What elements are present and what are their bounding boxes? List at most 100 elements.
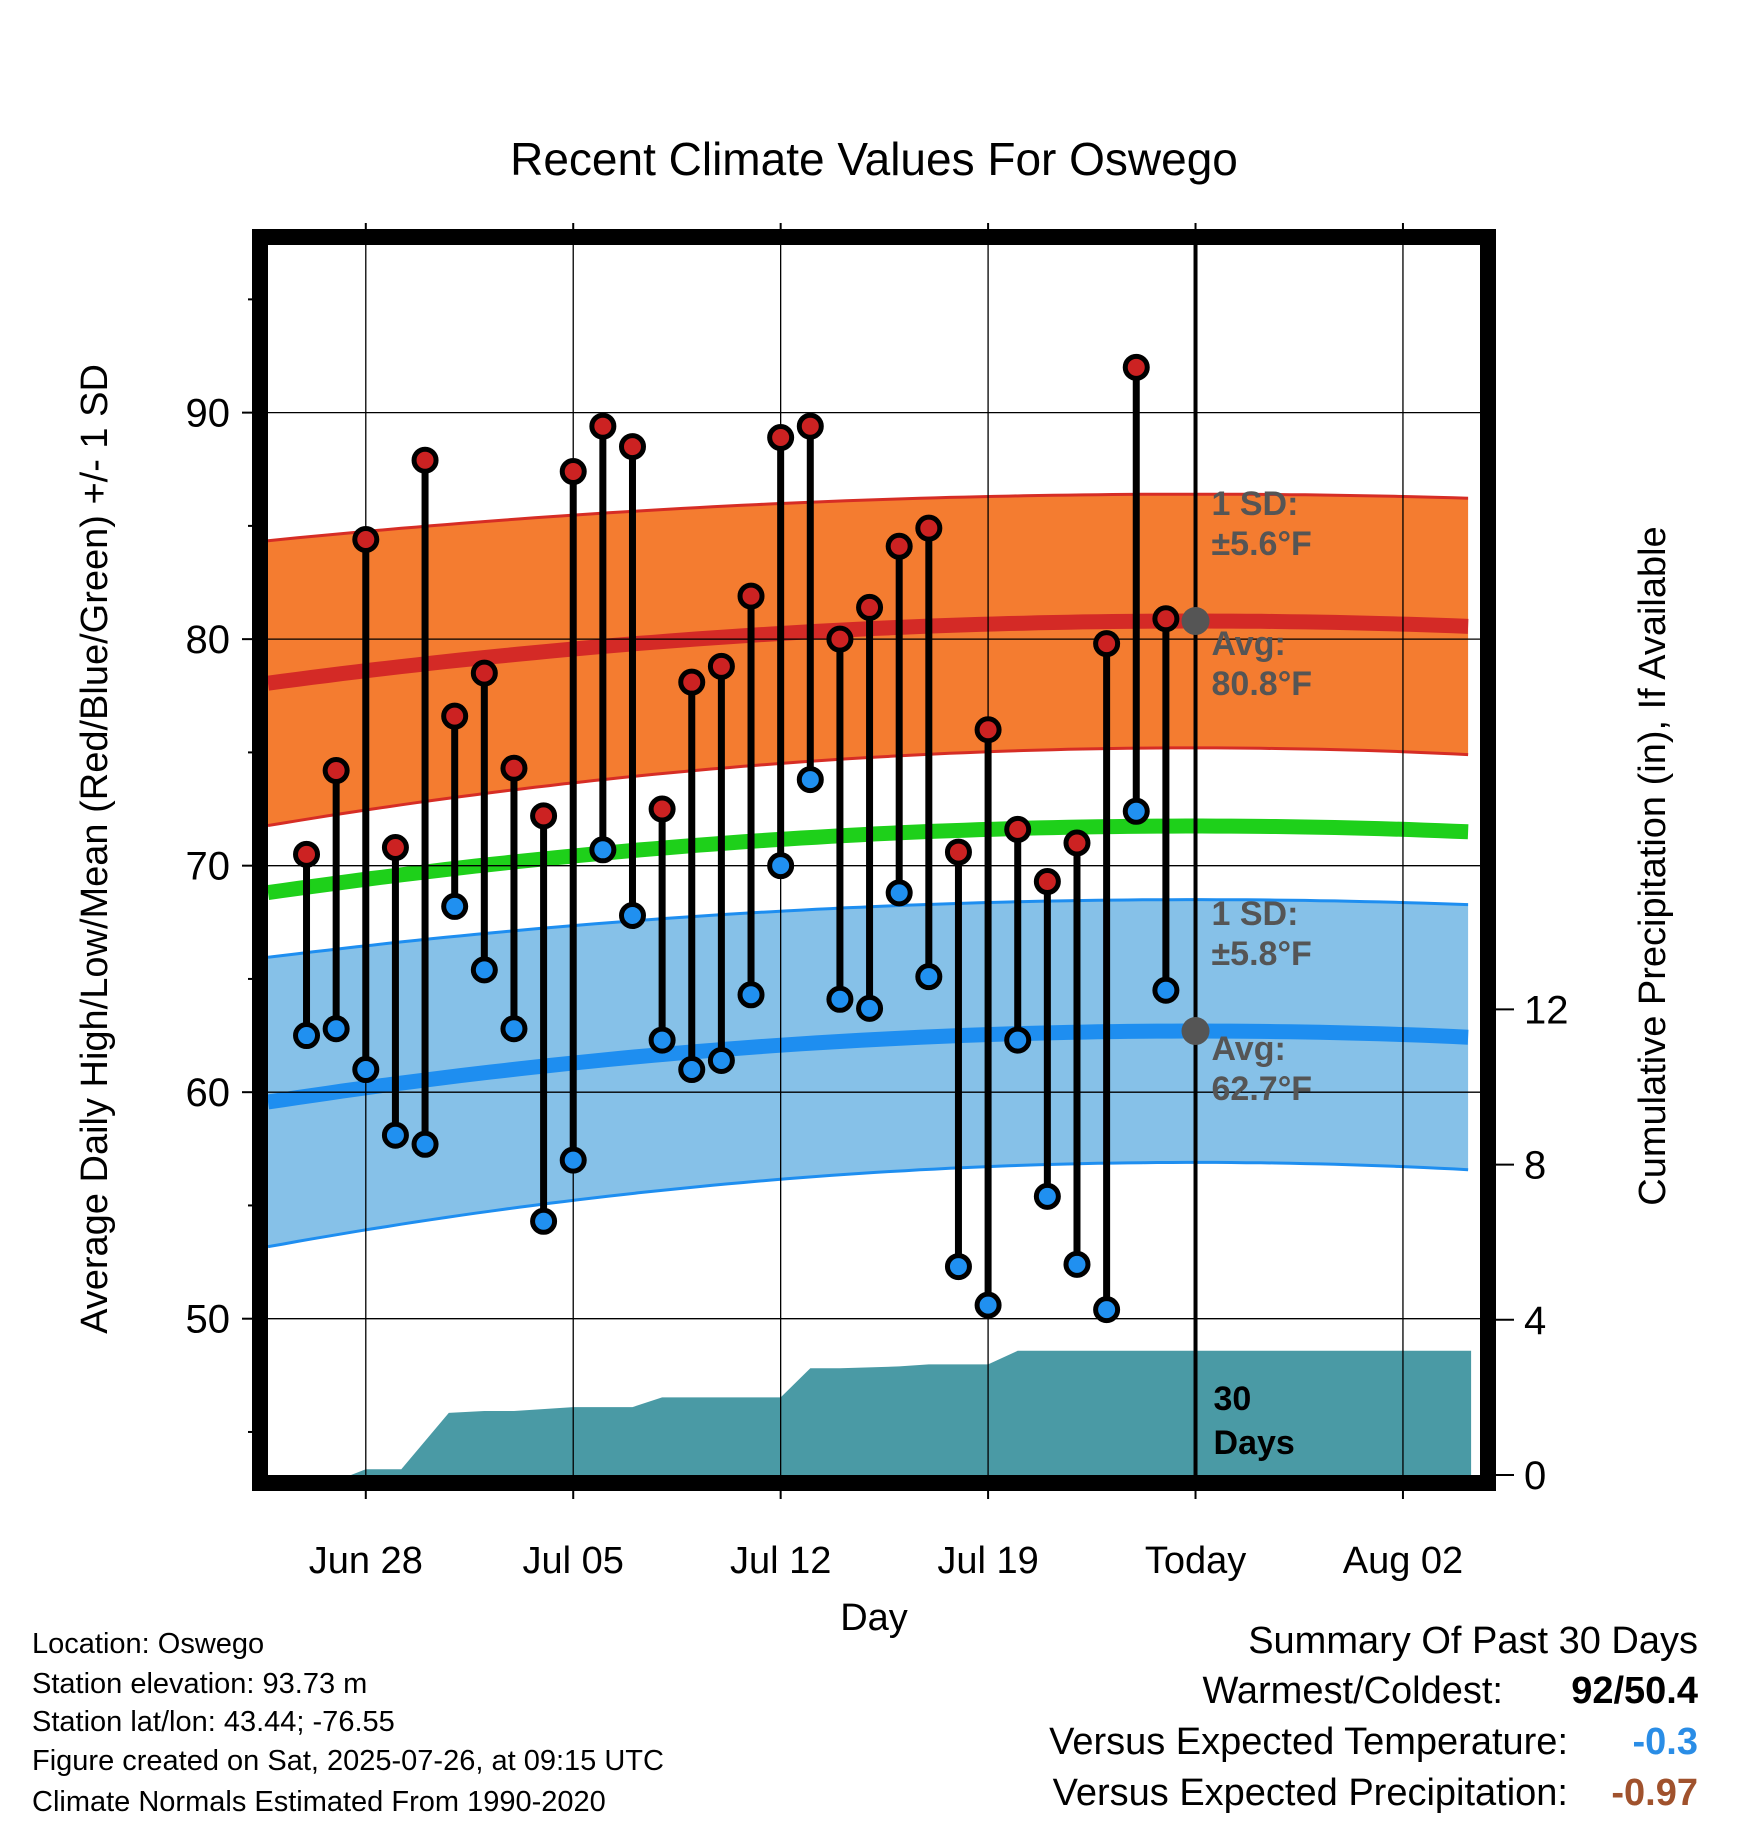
precip-diff-value: -0.97 — [1611, 1772, 1698, 1814]
x-tick-label: Aug 02 — [1343, 1540, 1463, 1582]
high-point — [293, 840, 321, 868]
days-annotation: 30 Days — [1214, 1380, 1295, 1462]
x-tick-label: Today — [1145, 1540, 1246, 1582]
summary-title: Summary Of Past 30 Days — [1248, 1620, 1698, 1662]
low-avg-annotation: Avg: 62.7°F — [1212, 1030, 1313, 1108]
low-point — [500, 1015, 528, 1043]
y2-tick-label: 8 — [1524, 1144, 1546, 1188]
summary-temp-row: Versus Expected Temperature: -0.3 — [1049, 1723, 1698, 1761]
low-point — [856, 994, 884, 1022]
precip-diff-label: Versus Expected Precipitation: — [1052, 1772, 1568, 1814]
low-point — [411, 1130, 439, 1158]
low-point — [352, 1056, 380, 1084]
low-point — [1004, 1026, 1032, 1054]
low-point — [559, 1146, 587, 1174]
y-tick-label: 60 — [186, 1071, 231, 1115]
created-text: Figure created on Sat, 2025-07-26, at 09… — [32, 1745, 664, 1777]
y2-tick-label: 12 — [1524, 988, 1569, 1032]
high-point — [915, 514, 943, 542]
plot-area — [268, 245, 1480, 1475]
high-sd-annotation: 1 SD: ±5.6°F — [1212, 485, 1312, 563]
low-point — [826, 985, 854, 1013]
high-point — [826, 625, 854, 653]
high-avg-marker — [1181, 607, 1210, 636]
high-point — [1122, 353, 1150, 381]
high-point — [737, 582, 765, 610]
high-point — [1152, 605, 1180, 633]
chart-title: Recent Climate Values For Oswego — [510, 133, 1238, 185]
high-point — [411, 446, 439, 474]
low-point — [470, 956, 498, 984]
high-point — [678, 668, 706, 696]
low-avg-marker — [1181, 1017, 1210, 1046]
high-point — [589, 412, 617, 440]
plot-frame — [252, 229, 1496, 1491]
high-point — [885, 532, 913, 560]
high-point — [618, 433, 646, 461]
high-point — [441, 702, 469, 730]
low-point — [915, 963, 943, 991]
elevation-text: Station elevation: 93.73 m — [32, 1668, 368, 1700]
x-tick-label: Jul 19 — [937, 1540, 1038, 1582]
y2-axis-label: Cumulative Precipitation (in), If Availa… — [1632, 526, 1674, 1205]
high-point — [1063, 829, 1091, 857]
high-point — [470, 659, 498, 687]
low-sd-lower-line — [268, 1160, 1469, 1249]
high-point — [1093, 630, 1121, 658]
low-point — [707, 1046, 735, 1074]
location-text: Location: Oswego — [32, 1628, 265, 1660]
latlon-text: Station lat/lon: 43.44; -76.55 — [32, 1706, 395, 1738]
warmest-label: Warmest/Coldest: — [1202, 1670, 1503, 1712]
high-point — [856, 593, 884, 621]
low-point — [441, 892, 469, 920]
low-point — [737, 981, 765, 1009]
low-point — [1093, 1296, 1121, 1324]
summary-warmest-row: Warmest/Coldest: 92/50.4 — [1202, 1672, 1698, 1710]
high-point — [322, 757, 350, 785]
low-point — [944, 1253, 972, 1281]
temp-diff-label: Versus Expected Temperature: — [1049, 1721, 1568, 1763]
low-point — [648, 1026, 676, 1054]
low-point — [322, 1015, 350, 1043]
high-point — [1033, 868, 1061, 896]
low-point — [530, 1207, 558, 1235]
high-point — [530, 802, 558, 830]
summary-precip-row: Versus Expected Precipitation: -0.97 — [1053, 1774, 1698, 1812]
x-tick-label: Jul 05 — [523, 1540, 624, 1582]
high-sd-upper-line — [268, 492, 1469, 543]
low-point — [767, 852, 795, 880]
low-point — [796, 766, 824, 794]
low-point — [589, 836, 617, 864]
low-average-line — [268, 1023, 1469, 1110]
y-tick-label: 50 — [186, 1298, 231, 1342]
high-point — [796, 412, 824, 440]
low-point — [1122, 797, 1150, 825]
high-point — [559, 458, 587, 486]
y-tick-label: 80 — [186, 618, 231, 662]
high-point — [767, 424, 795, 452]
low-point — [885, 879, 913, 907]
temp-diff-value: -0.3 — [1632, 1721, 1698, 1763]
high-point — [352, 525, 380, 553]
y2-tick-label: 0 — [1524, 1454, 1546, 1498]
normals-period-text: Climate Normals Estimated From 1990-2020 — [32, 1786, 606, 1818]
low-point — [678, 1056, 706, 1084]
y-tick-label: 90 — [186, 392, 231, 436]
low-point — [618, 901, 646, 929]
low-point — [1033, 1182, 1061, 1210]
high-point — [974, 716, 1002, 744]
low-sd-annotation: 1 SD: ±5.8°F — [1212, 895, 1312, 973]
low-point — [1063, 1250, 1091, 1278]
high-point — [381, 834, 409, 862]
warmest-value: 92/50.4 — [1571, 1670, 1698, 1712]
x-tick-label: Jul 12 — [730, 1540, 831, 1582]
low-point — [381, 1121, 409, 1149]
high-avg-annotation: Avg: 80.8°F — [1212, 625, 1313, 703]
y-axis-label: Average Daily High/Low/Mean (Red/Blue/Gr… — [74, 364, 116, 1334]
x-axis-label: Day — [840, 1597, 908, 1639]
high-point — [648, 795, 676, 823]
high-point — [944, 838, 972, 866]
x-tick-label: Jun 28 — [309, 1540, 423, 1582]
precipitation-area — [306, 1350, 1472, 1475]
